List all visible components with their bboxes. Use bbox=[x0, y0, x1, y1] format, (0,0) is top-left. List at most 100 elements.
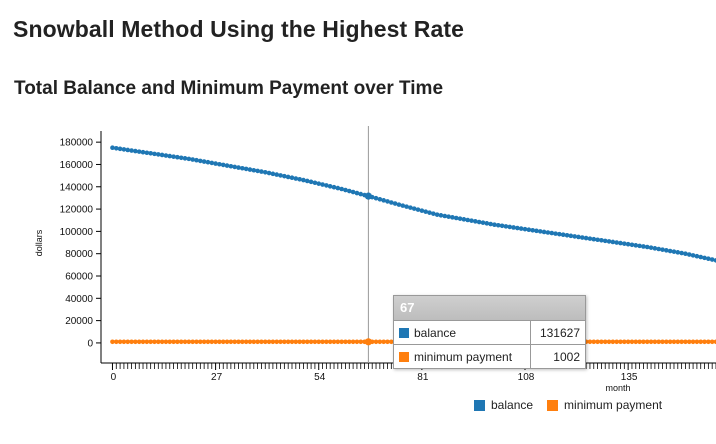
minimum-payment-point bbox=[358, 339, 364, 345]
balance-point bbox=[262, 169, 268, 175]
minimum-payment-point bbox=[339, 339, 344, 345]
minimum-payment-point bbox=[182, 339, 188, 345]
balance-point bbox=[159, 152, 165, 158]
balance-point bbox=[186, 156, 192, 162]
minimum-payment-point bbox=[706, 339, 711, 345]
minimum-payment-point bbox=[190, 339, 195, 345]
minimum-payment-point bbox=[652, 339, 658, 345]
balance-point bbox=[507, 224, 513, 230]
minimum-payment-point bbox=[259, 339, 264, 345]
minimum-payment-point bbox=[113, 339, 119, 345]
balance-point bbox=[220, 162, 226, 168]
y-tick-label: 180000 bbox=[60, 138, 94, 149]
minimum-payment-point bbox=[262, 339, 268, 345]
balance-point bbox=[576, 234, 581, 240]
balance-point bbox=[587, 236, 593, 241]
minimum-payment-point bbox=[610, 339, 616, 345]
x-axis-title: month bbox=[605, 383, 630, 393]
minimum-payment-point bbox=[217, 339, 222, 345]
minimum-payment-point bbox=[385, 339, 390, 345]
minimum-payment-point bbox=[713, 339, 716, 345]
minimum-payment-point bbox=[644, 339, 650, 345]
minimum-payment-point bbox=[667, 339, 673, 345]
balance-point bbox=[618, 240, 623, 246]
minimum-payment-point bbox=[110, 339, 115, 345]
balance-point bbox=[633, 243, 639, 248]
balance-point bbox=[339, 186, 344, 192]
balance-point bbox=[209, 160, 215, 166]
balance-point bbox=[373, 195, 379, 201]
minimum-payment-point bbox=[641, 339, 646, 345]
balance-point bbox=[488, 221, 493, 227]
balance-point bbox=[568, 233, 574, 239]
balance-point bbox=[213, 161, 218, 166]
balance-hover-point bbox=[364, 192, 372, 200]
minimum-payment-point bbox=[686, 339, 692, 345]
balance-point bbox=[530, 227, 535, 233]
tooltip-minimum-payment-value: 1002 bbox=[530, 344, 585, 368]
y-tick-label: 40000 bbox=[65, 294, 93, 305]
balance-point bbox=[461, 217, 467, 222]
minimum-payment-point bbox=[224, 339, 230, 345]
balance-point bbox=[228, 163, 234, 169]
balance-point bbox=[534, 228, 539, 234]
balance-point bbox=[121, 147, 127, 152]
minimum-payment-point bbox=[243, 339, 249, 345]
minimum-payment-point bbox=[602, 339, 608, 345]
balance-point bbox=[343, 187, 348, 193]
balance-point bbox=[232, 164, 237, 170]
minimum-payment-point bbox=[270, 339, 276, 345]
balance-point bbox=[518, 226, 524, 231]
minimum-payment-point bbox=[301, 339, 306, 345]
minimum-payment-point bbox=[599, 339, 604, 345]
legend-item-balance[interactable]: balance bbox=[474, 398, 533, 412]
balance-point bbox=[713, 258, 716, 263]
minimum-payment-point bbox=[346, 339, 352, 345]
minimum-payment-point bbox=[389, 339, 394, 345]
minimum-payment-point bbox=[381, 339, 386, 345]
balance-point bbox=[599, 238, 604, 243]
balance-point bbox=[694, 253, 700, 259]
balance-point bbox=[637, 243, 642, 249]
tooltip-balance-label: balance bbox=[414, 325, 457, 340]
balance-point bbox=[503, 224, 509, 229]
balance-point bbox=[389, 200, 394, 205]
legend-minimum-payment-label: minimum payment bbox=[564, 398, 663, 412]
balance-swatch bbox=[399, 327, 409, 338]
balance-point bbox=[541, 229, 547, 235]
balance-point bbox=[480, 220, 486, 225]
balance-point bbox=[301, 177, 306, 183]
minimum-payment-point bbox=[293, 339, 299, 345]
balance-point bbox=[511, 225, 516, 230]
minimum-payment-point bbox=[595, 339, 600, 345]
minimum-payment-point bbox=[129, 339, 134, 345]
balance-point bbox=[690, 253, 696, 258]
minimum-payment-point bbox=[618, 339, 623, 345]
balance-point bbox=[515, 225, 520, 231]
balance-point bbox=[320, 182, 325, 187]
minimum-payment-point bbox=[354, 339, 360, 345]
minimum-payment-point bbox=[247, 339, 253, 345]
balance-point bbox=[224, 163, 230, 168]
chart-title: Total Balance and Minimum Payment over T… bbox=[14, 78, 444, 99]
balance-point bbox=[660, 247, 665, 252]
legend-item-minimum-payment[interactable]: minimum payment bbox=[547, 398, 662, 412]
balance-point bbox=[152, 151, 157, 157]
minimum-payment-point bbox=[679, 339, 684, 345]
balance-point bbox=[610, 239, 616, 245]
balance-point bbox=[308, 179, 314, 185]
minimum-payment-point bbox=[606, 339, 612, 345]
minimum-payment-point bbox=[167, 339, 173, 345]
balance-point bbox=[549, 230, 555, 236]
balance-point bbox=[679, 250, 684, 256]
balance-point bbox=[404, 204, 409, 209]
balance-point bbox=[572, 234, 577, 239]
minimum-payment-point bbox=[205, 339, 211, 345]
minimum-payment-point bbox=[664, 339, 669, 345]
balance-point bbox=[194, 157, 199, 163]
tooltip-balance-value: 131627 bbox=[530, 320, 585, 345]
minimum-payment-point bbox=[373, 339, 379, 345]
balance-point bbox=[274, 172, 280, 177]
balance-point bbox=[155, 152, 161, 157]
